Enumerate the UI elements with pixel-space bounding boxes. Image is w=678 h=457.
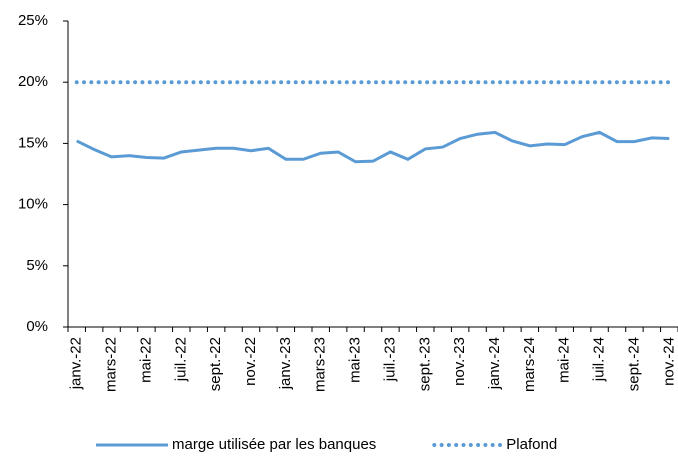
y-tick-label: 10%	[18, 196, 48, 213]
x-tick-label: janv.-24	[486, 337, 503, 390]
x-tick-label: mars-24	[521, 337, 538, 392]
y-tick-label: 0%	[26, 318, 48, 335]
x-tick-label: mars-22	[103, 337, 120, 392]
x-tick-label: juil.-22	[172, 337, 189, 382]
x-tick-label: janv.-22	[68, 337, 85, 390]
y-tick-label: 15%	[18, 134, 48, 151]
x-tick-label: nov.-22	[242, 337, 259, 386]
y-tick-label: 25%	[18, 12, 48, 29]
x-tick-label: sept.-23	[416, 337, 433, 391]
x-tick-label: nov.-23	[451, 337, 468, 386]
x-tick-label: mars-23	[312, 337, 329, 392]
legend-label: Plafond	[506, 436, 557, 453]
y-tick-label: 20%	[18, 73, 48, 90]
line-series	[76, 130, 670, 164]
legend-label: marge utilisée par les banques	[172, 436, 376, 453]
x-tick-label: mai-23	[347, 337, 364, 383]
x-tick-label: janv.-23	[277, 337, 294, 390]
x-tick-label: mai-22	[137, 337, 154, 383]
x-tick-label: juil.-24	[591, 337, 608, 382]
x-tick-label: mai-24	[556, 337, 573, 383]
x-tick-label: nov.-24	[660, 337, 677, 386]
x-tick-label: juil.-23	[381, 337, 398, 382]
y-tick-label: 5%	[26, 257, 48, 274]
x-tick-label: sept.-22	[207, 337, 224, 391]
x-tick-label: sept.-24	[625, 337, 642, 391]
